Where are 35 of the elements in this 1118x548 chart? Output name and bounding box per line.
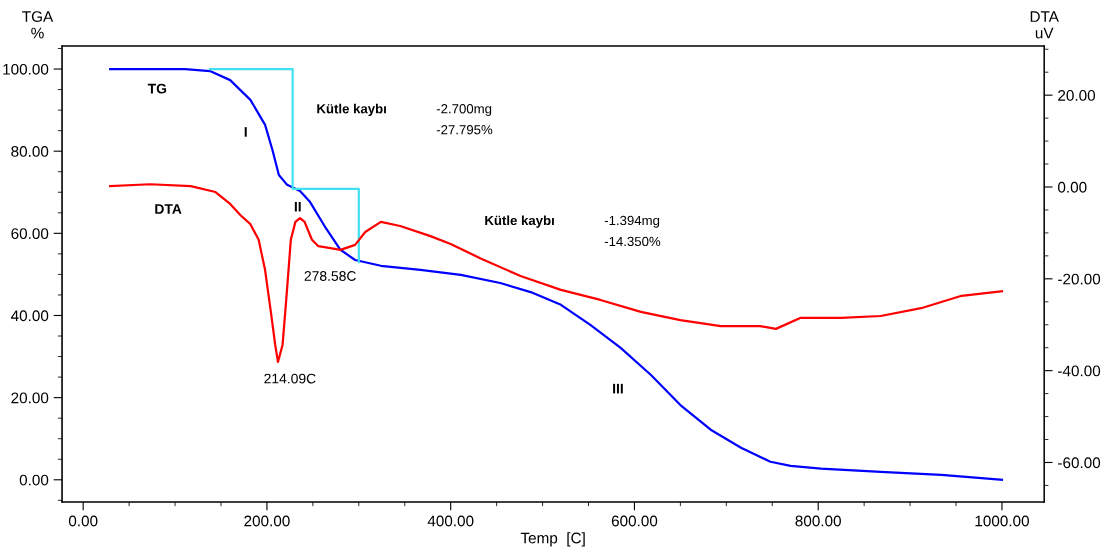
annotation: 214.09C	[264, 373, 316, 384]
y-tick-label: 100.00	[3, 63, 49, 75]
y-tick-label: 20.00	[11, 392, 49, 404]
x-tick-label: 800.00	[795, 515, 841, 527]
y2-tick-label: 0.00	[1058, 181, 1087, 193]
y-axis-title: TGA %	[22, 11, 54, 39]
x-tick-label: 200.00	[244, 515, 290, 527]
y2-tick-label: -60.00	[1058, 457, 1101, 469]
line-series	[109, 183, 1004, 364]
y2-tick-label: -20.00	[1058, 273, 1101, 285]
annotation: III	[613, 383, 623, 394]
y-tick-label: 80.00	[11, 146, 49, 157]
annotation: TG	[147, 83, 167, 94]
annotation: -14.350%	[604, 236, 661, 247]
x-tick-label: 600.00	[611, 515, 658, 527]
annotation: -27.795%	[436, 125, 493, 135]
annotation: 278.58C	[304, 271, 356, 281]
y2-tick-label: -40.00	[1058, 365, 1101, 377]
line-series	[109, 67, 1004, 481]
x-axis-title: Temp [C]	[520, 532, 585, 547]
annotation: -1.394mg	[604, 215, 660, 228]
x-tick-label: 0.00	[68, 515, 98, 527]
annotation: Kütle kaybı	[485, 215, 554, 228]
y-tick-label: 60.00	[11, 228, 49, 240]
annotation: DTA	[155, 204, 182, 214]
annotation: II	[294, 201, 301, 212]
y2-tick-label: 20.00	[1058, 90, 1096, 101]
annotation: Kütle kaybı	[317, 103, 386, 117]
annotation: I	[244, 127, 247, 137]
y-tick-label: 0.00	[19, 474, 49, 486]
y-tick-label: 40.00	[10, 310, 49, 322]
y2-axis-title: DTA uV	[1030, 11, 1059, 39]
annotation: -2.700mg	[436, 104, 492, 117]
x-tick-label: 400.00	[427, 515, 474, 527]
x-tick-label: 1000.00	[975, 515, 1029, 527]
